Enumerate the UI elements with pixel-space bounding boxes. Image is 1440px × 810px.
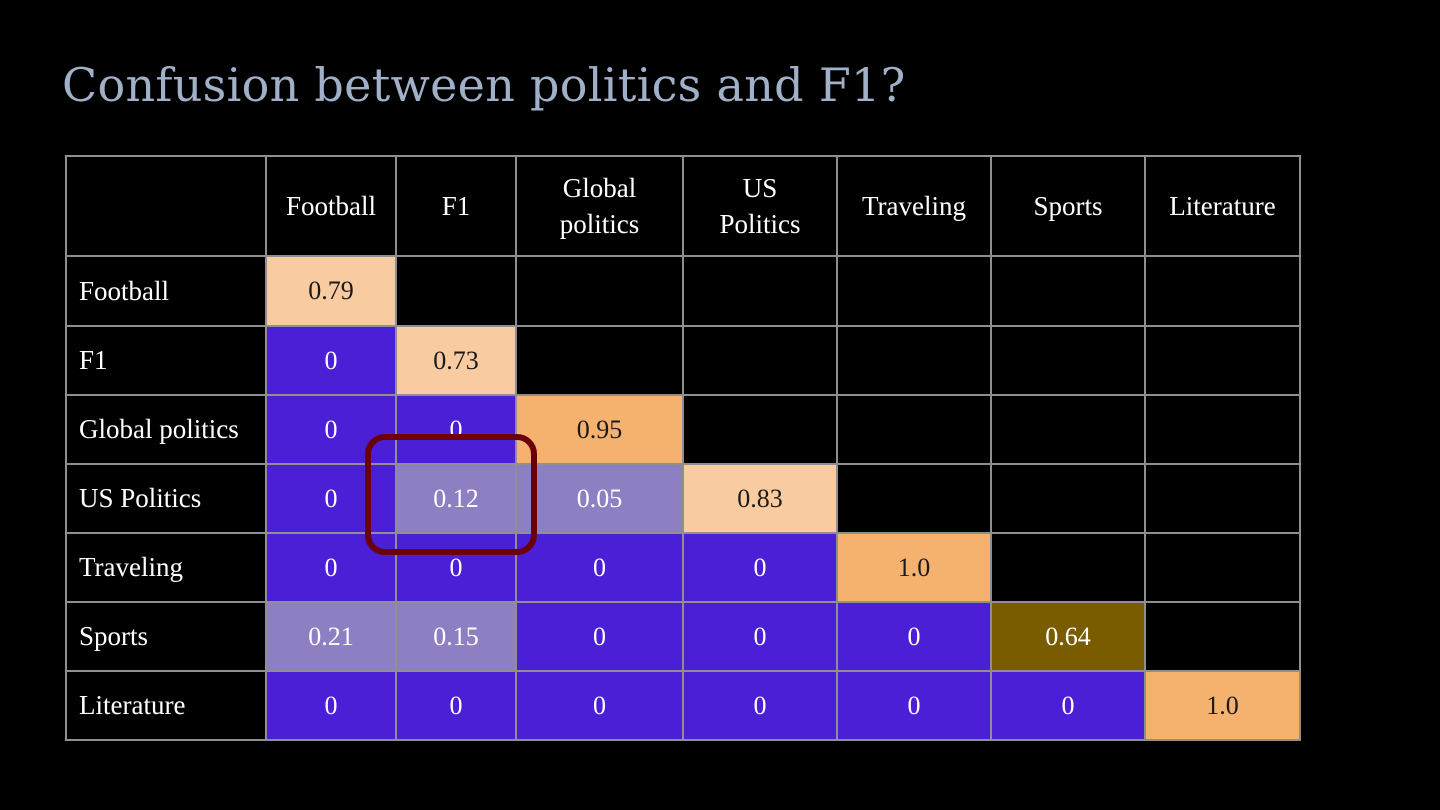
matrix-cell (990, 532, 1146, 603)
matrix-cell (1144, 532, 1301, 603)
col-label: Football (265, 155, 397, 257)
matrix-cell: 0.73 (395, 325, 517, 396)
matrix-cell: 0 (515, 532, 684, 603)
matrix-cell: 0.64 (990, 601, 1146, 672)
matrix-cell: 0 (682, 670, 838, 741)
matrix-cell (1144, 463, 1301, 534)
matrix-cell: 0 (265, 463, 397, 534)
row-label: US Politics (65, 463, 267, 534)
matrix-cell (990, 394, 1146, 465)
matrix-cell: 0 (395, 670, 517, 741)
matrix-cell: 0 (265, 532, 397, 603)
matrix-cell (1144, 255, 1301, 327)
col-label: US Politics (682, 155, 838, 257)
matrix-cell (515, 255, 684, 327)
matrix-cell (836, 463, 992, 534)
matrix-cell: 0 (265, 394, 397, 465)
matrix-row: Sports 0.21 0.15 0 0 0 0.64 (65, 601, 1301, 672)
matrix-cell: 1.0 (836, 532, 992, 603)
row-label: Literature (65, 670, 267, 741)
matrix-row: Global politics 0 0 0.95 (65, 394, 1301, 465)
matrix-cell: 0 (515, 601, 684, 672)
col-label: F1 (395, 155, 517, 257)
matrix-cell: 0 (265, 325, 397, 396)
corner-cell (65, 155, 267, 257)
matrix-cell: 0.12 (395, 463, 517, 534)
matrix-cell (990, 463, 1146, 534)
row-label: Sports (65, 601, 267, 672)
matrix-cell (836, 255, 992, 327)
matrix-cell (1144, 325, 1301, 396)
header-row: Football F1 Global politics US Politics … (65, 155, 1301, 257)
matrix-cell (515, 325, 684, 396)
matrix-row: Football 0.79 (65, 255, 1301, 327)
matrix-cell (682, 325, 838, 396)
matrix-cell (836, 325, 992, 396)
row-label: Traveling (65, 532, 267, 603)
matrix-cell: 0.05 (515, 463, 684, 534)
matrix-cell (1144, 394, 1301, 465)
matrix-cell: 0 (515, 670, 684, 741)
matrix-cell: 0 (682, 532, 838, 603)
matrix-cell: 0.21 (265, 601, 397, 672)
matrix-cell (395, 255, 517, 327)
matrix-cell (1144, 601, 1301, 672)
matrix-cell: 0 (265, 670, 397, 741)
matrix-cell: 0 (836, 670, 992, 741)
matrix-cell (836, 394, 992, 465)
slide-title: Confusion between politics and F1? (62, 58, 906, 112)
col-label: Traveling (836, 155, 992, 257)
matrix-cell (682, 394, 838, 465)
matrix-cell: 1.0 (1144, 670, 1301, 741)
matrix-cell: 0.79 (265, 255, 397, 327)
row-label: Global politics (65, 394, 267, 465)
col-label: Literature (1144, 155, 1301, 257)
matrix-cell (682, 255, 838, 327)
confusion-matrix: Football F1 Global politics US Politics … (65, 155, 1301, 741)
matrix-cell: 0 (990, 670, 1146, 741)
matrix-row: US Politics 0 0.12 0.05 0.83 (65, 463, 1301, 534)
matrix-row: Traveling 0 0 0 0 1.0 (65, 532, 1301, 603)
matrix-cell: 0.83 (682, 463, 838, 534)
matrix-cell: 0.15 (395, 601, 517, 672)
matrix-row: F1 0 0.73 (65, 325, 1301, 396)
matrix-cell (990, 255, 1146, 327)
matrix-cell: 0.95 (515, 394, 684, 465)
matrix-cell: 0 (395, 532, 517, 603)
col-label: Global politics (515, 155, 684, 257)
matrix-cell (990, 325, 1146, 396)
row-label: Football (65, 255, 267, 327)
matrix-cell: 0 (682, 601, 838, 672)
row-label: F1 (65, 325, 267, 396)
matrix-cell: 0 (836, 601, 992, 672)
col-label: Sports (990, 155, 1146, 257)
matrix-row: Literature 0 0 0 0 0 0 1.0 (65, 670, 1301, 741)
matrix-cell: 0 (395, 394, 517, 465)
